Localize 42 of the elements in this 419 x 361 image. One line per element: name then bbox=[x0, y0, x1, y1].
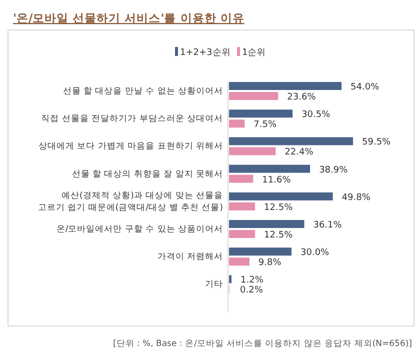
data-label: 23.6% bbox=[287, 92, 316, 102]
data-label: 9.8% bbox=[258, 258, 282, 268]
bar bbox=[229, 202, 256, 210]
bar bbox=[229, 92, 278, 100]
data-label: 11.6% bbox=[262, 175, 292, 186]
data-label: 49.8% bbox=[342, 192, 371, 203]
data-label: 38.9% bbox=[319, 165, 348, 176]
bar bbox=[229, 258, 250, 266]
data-label: 1.2% bbox=[240, 276, 264, 286]
data-label: 12.5% bbox=[264, 230, 294, 240]
y-tick-label: 선물 할 대상의 취향을 잘 알지 못해서 bbox=[72, 169, 223, 180]
y-tick-label: 기타 bbox=[205, 280, 223, 290]
bar bbox=[229, 248, 292, 256]
bar bbox=[229, 220, 304, 228]
bar bbox=[229, 164, 310, 173]
data-label: 36.1% bbox=[313, 220, 342, 230]
data-label: 7.5% bbox=[254, 120, 277, 130]
legend-label: 1+2+3순위 bbox=[180, 48, 230, 58]
data-label: 59.5% bbox=[362, 138, 392, 148]
y-tick-label: 상대에게 보다 가볍게 마음을 표현하기 위해서 bbox=[38, 142, 223, 152]
data-label: 54.0% bbox=[350, 82, 380, 92]
bar bbox=[229, 82, 342, 90]
text: [단위 : %, Base : 온/모바일 서비스를 이용하지 않은 응답자 제외(N=656)] bbox=[112, 339, 412, 349]
y-tick-label: 예산(경제적 상황)과 대상에 맞는 선물을 고르기 쉽기 때문에(금액대/대상 별 추천 선물) bbox=[38, 190, 223, 213]
y-tick-label: 가격이 저렴해서 bbox=[157, 252, 223, 262]
bar bbox=[229, 137, 353, 146]
bar bbox=[229, 230, 256, 238]
legend-label: 1순위 bbox=[242, 48, 266, 58]
bar bbox=[229, 120, 245, 128]
text: '온/모바일 선물하기 서비스'를 이용한 이유 bbox=[13, 11, 244, 25]
y-tick-label: 직접 선물을 전달하기가 부담스러운 상대여서 bbox=[41, 114, 223, 124]
data-label: 0.2% bbox=[240, 286, 264, 296]
bar bbox=[229, 147, 276, 156]
y-tick-label: 온/모바일에서만 구할 수 있는 상품이어서 bbox=[56, 224, 223, 234]
y-tick-label: 선물 할 대상을 만날 수 없는 상황이어서 bbox=[62, 86, 223, 96]
bar bbox=[229, 110, 293, 118]
data-label: 12.5% bbox=[264, 202, 294, 213]
bar bbox=[229, 174, 254, 183]
data-label: 30.5% bbox=[302, 110, 331, 120]
bar bbox=[229, 192, 333, 200]
data-label: 22.4% bbox=[284, 148, 314, 158]
data-label: 30.0% bbox=[300, 248, 330, 258]
